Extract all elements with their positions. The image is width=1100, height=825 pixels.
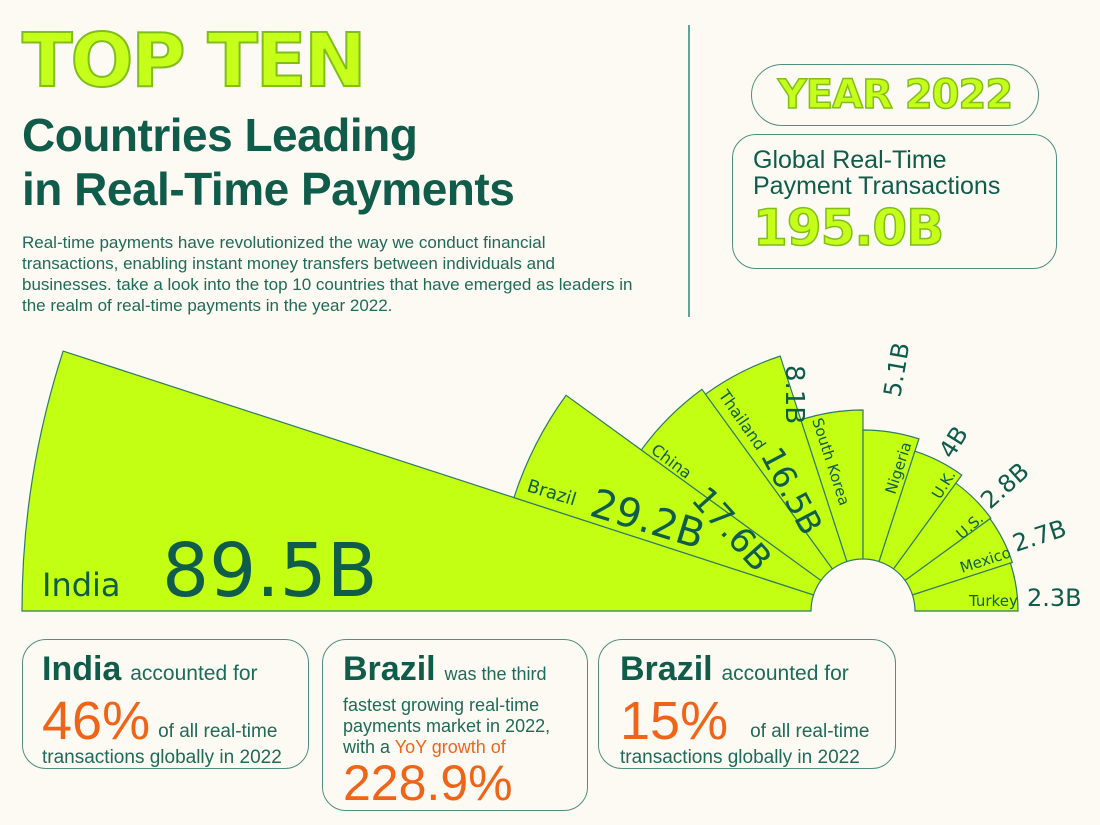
year-badge: YEAR 2022 <box>751 64 1039 126</box>
card-text: of all real-time <box>750 721 870 742</box>
title-line-1: Countries Leading <box>22 109 418 161</box>
country-label: Turkey <box>968 592 1018 610</box>
value-label: 5.1B <box>878 340 915 399</box>
card-text: transactions globally in 2022 <box>42 747 282 768</box>
wedge-nigeria <box>862 429 920 563</box>
global-label-line-2: Payment Transactions <box>753 172 1001 200</box>
wedge-south-korea <box>800 409 864 563</box>
wedge-india <box>21 350 815 612</box>
value-label: 2.3B <box>1027 584 1082 612</box>
value-label: 4B <box>933 421 974 463</box>
intro-paragraph: Real-time payments have revolutionized t… <box>22 233 633 315</box>
card-percentage: 46% <box>42 691 151 751</box>
page-title: Countries Leading in Real-Time Payments <box>22 108 515 216</box>
card-text: payments market in 2022, <box>343 716 551 736</box>
card-percentage: 228.9% <box>343 755 513 811</box>
global-transactions-box: Global Real-Time Payment Transactions 19… <box>732 134 1057 269</box>
vertical-divider <box>688 25 690 317</box>
title-line-2: in Real-Time Payments <box>22 163 515 215</box>
card-text: was the third <box>444 664 547 684</box>
wedge-u-s <box>892 482 992 582</box>
value-label: 8.1B <box>779 365 809 424</box>
wedge-turkey <box>911 562 1019 612</box>
wedge-brazil <box>513 394 822 596</box>
value-label: 89.5B <box>162 528 378 614</box>
global-value: 195.0B <box>752 198 945 258</box>
card-highlight: YoY growth of <box>394 737 506 757</box>
card-text: accounted for <box>130 662 258 685</box>
card-text: accounted for <box>721 662 849 685</box>
card-text: with a <box>343 737 391 757</box>
card-country: Brazil <box>620 650 713 688</box>
card-percentage: 15% <box>620 691 729 751</box>
india-share-card: India accounted for 46% of all real-time … <box>22 639 309 769</box>
year-badge-text: YEAR 2022 <box>777 71 1014 119</box>
card-country: Brazil <box>343 650 436 688</box>
card-text: fastest growing real-time <box>343 695 540 715</box>
wedge-thailand <box>704 355 848 570</box>
global-label-line-1: Global Real-Time <box>753 146 947 174</box>
value-label: 2.8B <box>975 457 1034 514</box>
country-label: India <box>42 566 121 604</box>
brazil-growth-card: Brazil was the third fastest growing rea… <box>322 639 588 811</box>
value-label: 2.7B <box>1009 514 1070 558</box>
brazil-share-card: Brazil accounted for 15% of all real-time… <box>598 639 896 769</box>
wedge-mexico <box>904 517 1014 596</box>
wedge-u-k <box>878 450 963 570</box>
card-text: of all real-time <box>158 721 278 742</box>
wedge-china <box>640 388 834 582</box>
card-text: transactions globally in 2022 <box>620 747 860 768</box>
card-country: India <box>42 650 122 688</box>
top-ten-kicker: TOP TEN <box>21 18 367 104</box>
